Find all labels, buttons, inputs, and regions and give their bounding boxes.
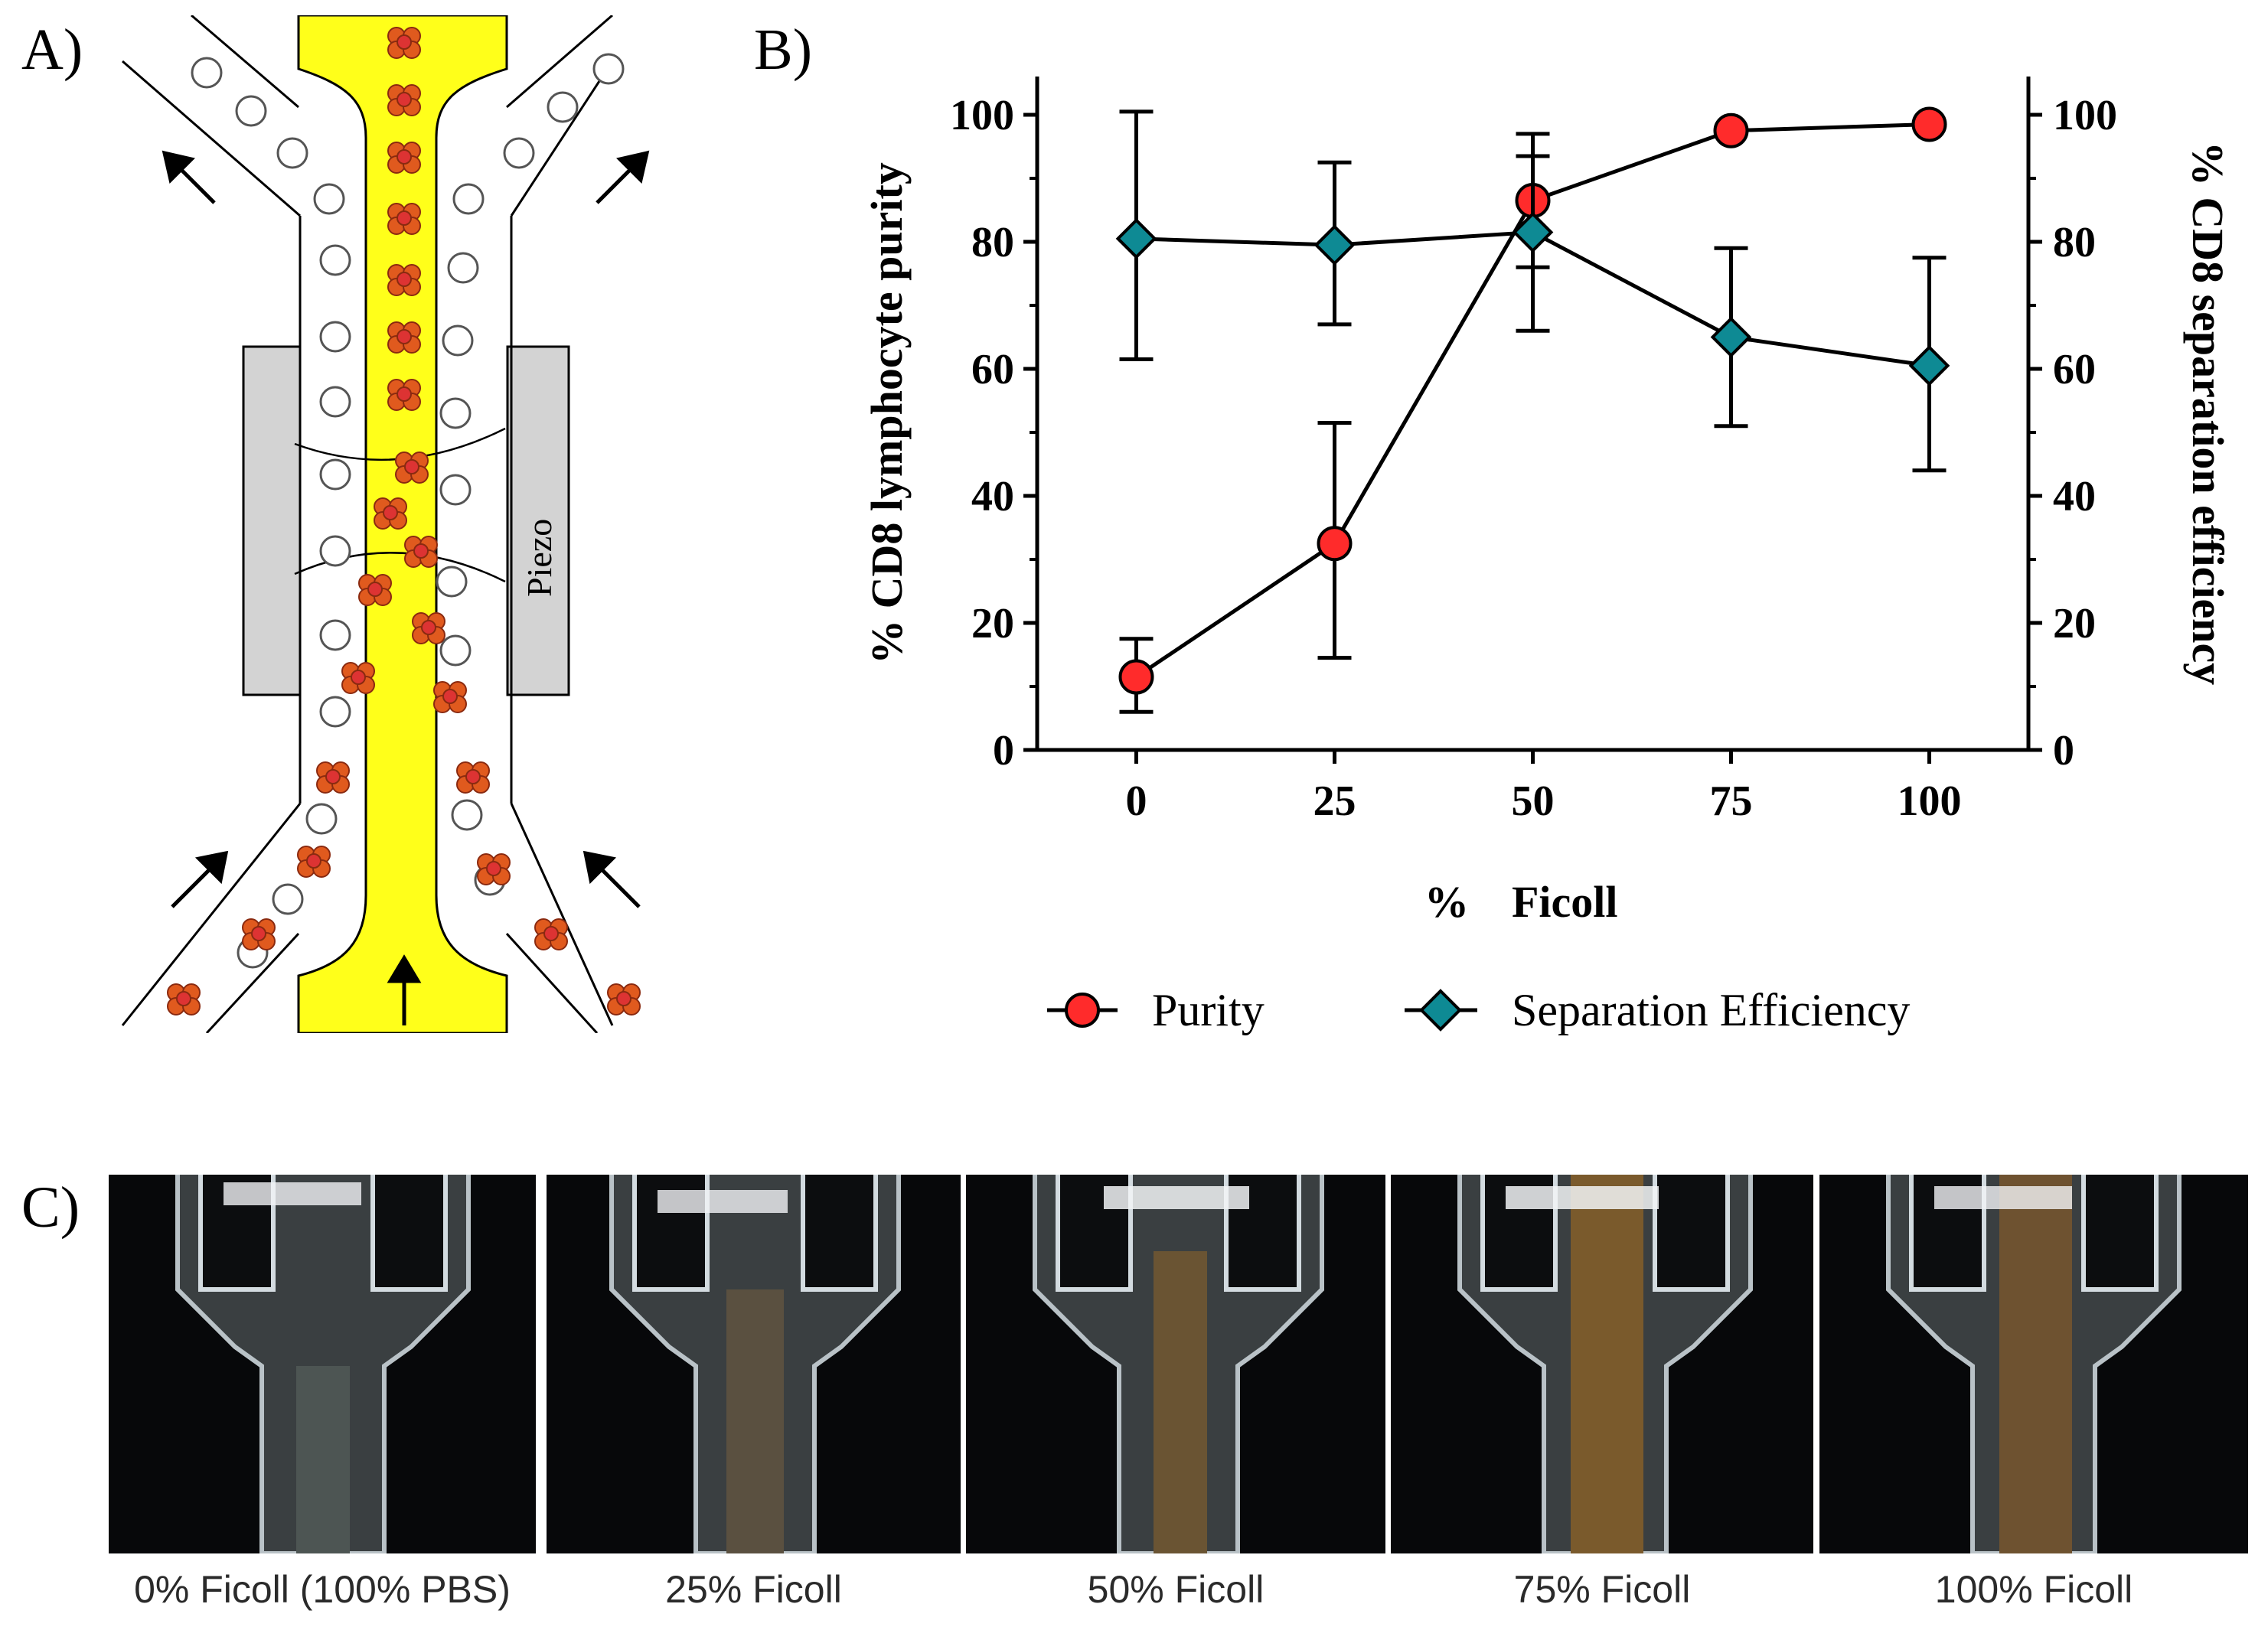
y-axis-left-title: % CD8 lymphocyte purity <box>862 162 912 664</box>
x-tick-label: 50 <box>1512 778 1555 825</box>
y-tick-label-left: 60 <box>971 346 1014 393</box>
x-tick-label: 100 <box>1898 778 1962 825</box>
panel-a-label: A) <box>21 18 83 82</box>
photo-caption-75: 75% Ficoll <box>1513 1568 1691 1611</box>
data-point <box>1512 211 1554 253</box>
y-tick-label-right: 20 <box>2053 600 2096 647</box>
legend-purity-marker <box>1065 993 1100 1028</box>
photo-caption-100: 100% Ficoll <box>1934 1568 2133 1611</box>
chart-axes: 0 0 20 20 40 40 60 60 80 80 100 100 0 25 50 75 100 <box>950 77 2117 825</box>
cells-clustered <box>167 27 641 1015</box>
y-tick-label-left: 20 <box>971 600 1014 647</box>
x-tick-label: 0 <box>1126 778 1147 825</box>
y-tick-label-left: 40 <box>971 473 1014 520</box>
y-axis-right-title: % CD8 separation efficiency <box>2183 142 2233 685</box>
photo-0-ficoll <box>109 1175 536 1553</box>
purity-efficiency-chart: 0 0 20 20 40 40 60 60 80 80 100 100 0 25 50 75 100 % CD8… <box>862 77 2233 1035</box>
legend: Purity Separation Efficiency <box>1047 985 1910 1035</box>
piezo-label: Piezo <box>520 519 559 597</box>
legend-purity-label: Purity <box>1152 985 1265 1035</box>
x-axis-title: Ficoll <box>1512 877 1618 927</box>
series-separation-efficiency <box>1115 109 1950 473</box>
x-axis-title-prefix: % <box>1424 877 1469 927</box>
y-tick-label-right: 60 <box>2053 346 2096 393</box>
photo-25-ficoll <box>547 1175 961 1553</box>
y-tick-label-left: 0 <box>993 727 1014 774</box>
data-point <box>1317 526 1353 562</box>
legend-efficiency-label: Separation Efficiency <box>1512 985 1910 1035</box>
y-tick-label-right: 40 <box>2053 473 2096 520</box>
y-tick-label-right: 100 <box>2053 92 2117 139</box>
legend-efficiency-marker <box>1419 989 1462 1032</box>
data-point <box>1115 218 1157 259</box>
photo-100-ficoll <box>1819 1175 2248 1553</box>
y-tick-label-left: 100 <box>950 92 1014 139</box>
photo-50-ficoll <box>966 1175 1385 1553</box>
panel-c-label: C) <box>21 1175 80 1240</box>
channel-walls <box>121 15 614 1033</box>
photo-75-ficoll <box>1391 1175 1813 1553</box>
data-point <box>1118 659 1154 695</box>
chart-series <box>1115 106 1950 714</box>
cells-open <box>191 53 625 969</box>
panel-b-label: B) <box>754 18 812 82</box>
channel-schematic: Piezo <box>121 15 650 1033</box>
y-tick-label-right: 80 <box>2053 219 2096 266</box>
flow-arrows <box>162 150 650 1025</box>
photo-caption-0: 0% Ficoll (100% PBS) <box>134 1568 511 1611</box>
photo-caption-50: 50% Ficoll <box>1087 1568 1265 1611</box>
data-point <box>1313 224 1356 266</box>
data-point <box>1710 316 1752 358</box>
photo-caption-25: 25% Ficoll <box>665 1568 842 1611</box>
x-tick-label: 25 <box>1313 778 1356 825</box>
data-point <box>1911 106 1947 142</box>
data-point <box>1713 112 1749 148</box>
x-tick-label: 75 <box>1710 778 1753 825</box>
data-point <box>1908 345 1950 386</box>
piezo-right <box>506 345 570 696</box>
piezo-left <box>242 345 310 696</box>
y-tick-label-right: 0 <box>2053 727 2074 774</box>
y-tick-label-left: 80 <box>971 219 1014 266</box>
